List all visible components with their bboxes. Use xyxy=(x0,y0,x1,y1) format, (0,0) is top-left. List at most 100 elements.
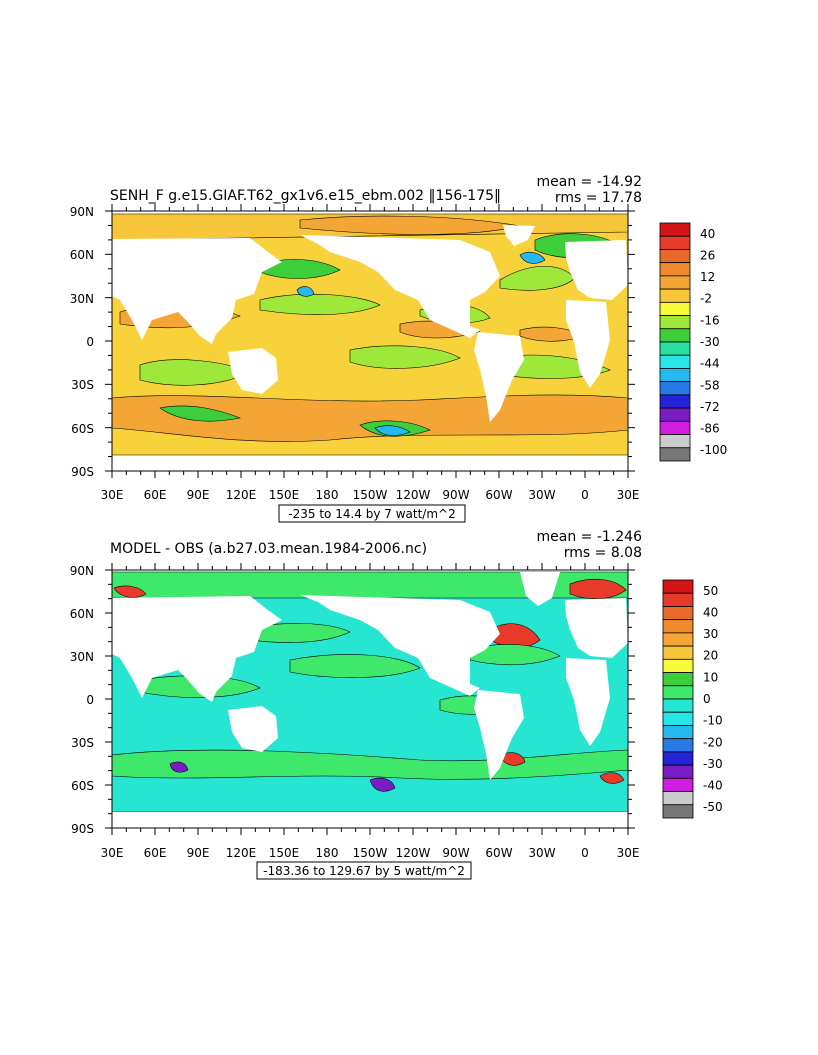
colorbar-label: -20 xyxy=(703,735,723,749)
colorbar-label: 12 xyxy=(700,270,715,284)
lat-label: 90N xyxy=(70,564,94,578)
colorbar-swatch xyxy=(659,354,691,369)
lon-label: 90E xyxy=(187,846,210,860)
lat-label: 30S xyxy=(71,378,94,392)
lon-label: 30W xyxy=(528,846,555,860)
colorbar-swatch xyxy=(662,711,694,726)
colorbar-swatch xyxy=(662,658,694,673)
colorbar-label: -30 xyxy=(703,757,723,771)
colorbar-swatch xyxy=(662,632,694,647)
lon-label: 120E xyxy=(226,846,257,860)
panel-1-map-field xyxy=(112,211,628,471)
panel-1-lat-labels: 90N 60N 30N 0 30S 60S 90S xyxy=(70,205,94,479)
lon-label: 150E xyxy=(269,846,300,860)
lon-label: 60E xyxy=(144,846,167,860)
colorbar-swatch xyxy=(659,381,691,396)
colorbar-label: 0 xyxy=(703,692,711,706)
panel-2-title: MODEL - OBS (a.b27.03.mean.1984-2006.nc) xyxy=(110,541,427,557)
lon-label: 120W xyxy=(396,488,431,502)
panel-1: SENH_F g.e15.GIAF.T62_gx1v6.e15_ebm.002 … xyxy=(70,174,727,523)
lon-label: 0 xyxy=(581,846,589,860)
colorbar-label: 20 xyxy=(703,649,718,663)
colorbar-swatch xyxy=(659,235,691,250)
colorbar-swatch xyxy=(662,606,694,621)
colorbar-label: 30 xyxy=(703,627,718,641)
lon-label: 30E xyxy=(101,488,124,502)
lat-label: 90N xyxy=(70,205,94,219)
panel-1-mean: mean = -14.92 xyxy=(537,174,642,190)
lon-label: 150W xyxy=(353,846,388,860)
lon-label: 120E xyxy=(226,488,257,502)
colorbar-swatch xyxy=(662,592,694,607)
colorbar-swatch xyxy=(662,579,694,594)
lat-label: 90S xyxy=(71,465,94,479)
colorbar-label: -40 xyxy=(703,779,723,793)
colorbar-swatch xyxy=(659,222,691,237)
panel-2-rms: rms = 8.08 xyxy=(564,545,642,561)
panel-2-tick-marks xyxy=(105,563,635,835)
lon-label: 90W xyxy=(442,846,469,860)
panel-2-lon-labels: 30E 60E 90E 120E 150E 180 150W 120W 90W … xyxy=(101,846,640,860)
colorbar-swatch xyxy=(659,275,691,290)
colorbar-label: -58 xyxy=(700,378,720,392)
lon-label: 60W xyxy=(485,846,512,860)
colorbar-swatch xyxy=(659,249,691,264)
colorbar-swatch xyxy=(662,804,694,819)
lon-label: 30W xyxy=(528,488,555,502)
lat-label: 60S xyxy=(71,779,94,793)
colorbar-swatch xyxy=(662,738,694,753)
colorbar-swatch xyxy=(662,764,694,779)
panel-2: MODEL - OBS (a.b27.03.mean.1984-2006.nc)… xyxy=(70,529,723,880)
colorbar-label: 26 xyxy=(700,248,715,262)
lon-label: 30E xyxy=(101,846,124,860)
lon-label: 30E xyxy=(617,488,640,502)
lon-label: 120W xyxy=(396,846,431,860)
colorbar-swatch xyxy=(659,368,691,383)
colorbar-swatch xyxy=(662,619,694,634)
panel-2-map-field xyxy=(112,570,628,828)
colorbar-swatch xyxy=(659,341,691,356)
colorbar-label: 40 xyxy=(700,227,715,241)
lon-label: 0 xyxy=(581,488,589,502)
colorbar-swatch xyxy=(662,645,694,660)
colorbar-label: -16 xyxy=(700,313,720,327)
lat-label: 30S xyxy=(71,736,94,750)
colorbar-swatch xyxy=(662,672,694,687)
panel-2-range-box xyxy=(256,861,472,880)
panel-1-range-text: -235 to 14.4 by 7 watt/m^2 xyxy=(288,507,455,521)
lon-label: 150W xyxy=(353,488,388,502)
lat-label: 90S xyxy=(71,822,94,836)
lat-label: 0 xyxy=(86,335,94,349)
colorbar-label: -86 xyxy=(700,422,720,436)
lon-label: 180 xyxy=(316,488,339,502)
colorbar-swatch xyxy=(662,791,694,806)
lat-label: 60N xyxy=(70,248,94,262)
colorbar-label: -50 xyxy=(703,800,723,814)
lat-label: 60S xyxy=(71,422,94,436)
panel-1-lon-labels: 30E 60E 90E 120E 150E 180 150W 120W 90W … xyxy=(101,488,640,502)
colorbar-swatch xyxy=(659,301,691,316)
colorbar-label: -44 xyxy=(700,357,720,371)
lon-label: 30E xyxy=(617,846,640,860)
colorbar-swatch xyxy=(662,685,694,700)
lat-label: 30N xyxy=(70,650,94,664)
panel-1-rms: rms = 17.78 xyxy=(555,190,642,206)
lon-label: 60E xyxy=(144,488,167,502)
panel-2-range-text: -183.36 to 129.67 by 5 watt/m^2 xyxy=(263,864,465,878)
colorbar-label: 50 xyxy=(703,584,718,598)
colorbar-label: -30 xyxy=(700,335,720,349)
panel-1-range-box xyxy=(278,504,466,523)
colorbar-label: -72 xyxy=(700,400,720,414)
colorbar-label: -100 xyxy=(700,443,727,457)
colorbar-swatch xyxy=(659,434,691,449)
panel-1-tick-marks xyxy=(105,204,635,478)
colorbar-swatch xyxy=(659,447,691,462)
lon-label: 90W xyxy=(442,488,469,502)
colorbar-swatch xyxy=(659,262,691,277)
colorbar-label: 10 xyxy=(703,670,718,684)
lon-label: 60W xyxy=(485,488,512,502)
colorbar-label: -2 xyxy=(700,292,712,306)
lon-label: 150E xyxy=(269,488,300,502)
lon-label: 90E xyxy=(187,488,210,502)
